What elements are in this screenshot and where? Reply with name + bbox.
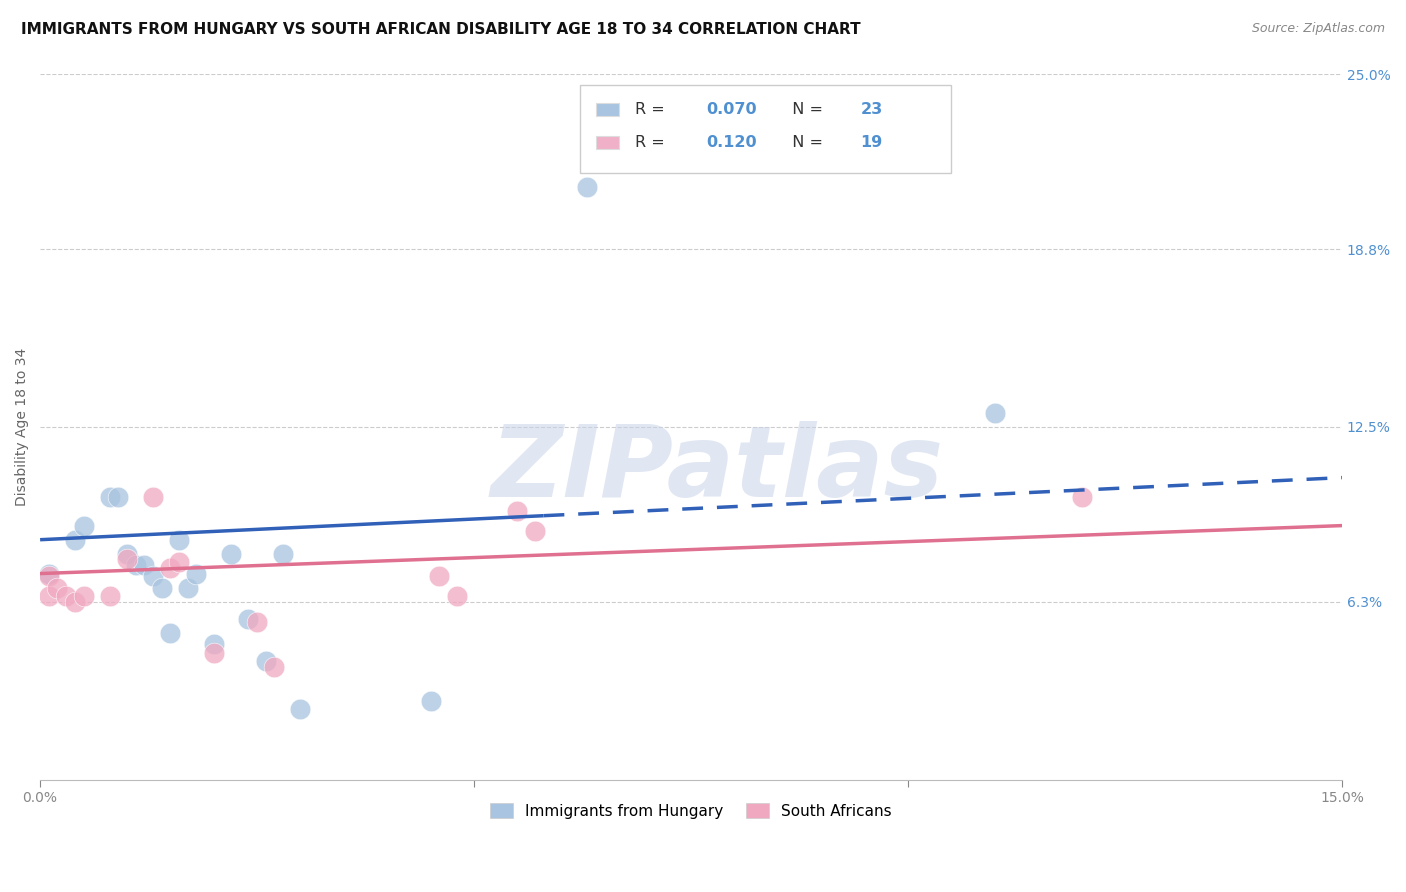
Point bbox=[46, 581, 69, 595]
Text: IMMIGRANTS FROM HUNGARY VS SOUTH AFRICAN DISABILITY AGE 18 TO 34 CORRELATION CHA: IMMIGRANTS FROM HUNGARY VS SOUTH AFRICAN… bbox=[21, 22, 860, 37]
Point bbox=[271, 547, 294, 561]
Point bbox=[263, 659, 285, 673]
Point bbox=[186, 566, 208, 581]
Point bbox=[984, 406, 1007, 420]
Point bbox=[427, 569, 450, 583]
Point bbox=[38, 589, 60, 603]
Point bbox=[107, 491, 129, 505]
Point bbox=[142, 491, 165, 505]
Point bbox=[167, 555, 190, 569]
Text: 19: 19 bbox=[860, 135, 883, 150]
Point bbox=[159, 625, 181, 640]
Point bbox=[63, 533, 86, 547]
Point bbox=[63, 595, 86, 609]
Text: 23: 23 bbox=[860, 102, 883, 117]
FancyBboxPatch shape bbox=[581, 85, 952, 173]
Text: ZIPatlas: ZIPatlas bbox=[491, 421, 943, 517]
Point bbox=[98, 589, 121, 603]
Text: Source: ZipAtlas.com: Source: ZipAtlas.com bbox=[1251, 22, 1385, 36]
Text: R =: R = bbox=[636, 135, 675, 150]
Point bbox=[98, 491, 121, 505]
Point bbox=[159, 561, 181, 575]
Y-axis label: Disability Age 18 to 34: Disability Age 18 to 34 bbox=[15, 348, 30, 506]
Point bbox=[115, 552, 138, 566]
Point bbox=[115, 547, 138, 561]
Point bbox=[246, 615, 269, 629]
Point bbox=[1070, 491, 1092, 505]
Legend: Immigrants from Hungary, South Africans: Immigrants from Hungary, South Africans bbox=[484, 797, 898, 825]
Text: N =: N = bbox=[782, 102, 828, 117]
Point bbox=[134, 558, 156, 573]
Point bbox=[142, 569, 165, 583]
Point bbox=[38, 569, 60, 583]
Point bbox=[290, 702, 312, 716]
Point bbox=[72, 589, 94, 603]
Text: N =: N = bbox=[782, 135, 828, 150]
Point bbox=[575, 180, 598, 194]
Text: 0.120: 0.120 bbox=[707, 135, 758, 150]
Point bbox=[254, 654, 277, 668]
Point bbox=[506, 504, 529, 518]
Point bbox=[167, 533, 190, 547]
Point bbox=[176, 581, 198, 595]
Point bbox=[55, 589, 77, 603]
Point bbox=[219, 547, 242, 561]
Point bbox=[72, 518, 94, 533]
Point bbox=[124, 558, 146, 573]
Text: R =: R = bbox=[636, 102, 675, 117]
Point bbox=[202, 646, 225, 660]
Text: 0.070: 0.070 bbox=[707, 102, 758, 117]
Bar bbox=[596, 103, 620, 116]
Point bbox=[202, 637, 225, 651]
Bar bbox=[596, 136, 620, 149]
Point bbox=[523, 524, 546, 539]
Point bbox=[419, 693, 441, 707]
Point bbox=[150, 581, 173, 595]
Point bbox=[38, 566, 60, 581]
Point bbox=[238, 612, 260, 626]
Point bbox=[446, 589, 468, 603]
